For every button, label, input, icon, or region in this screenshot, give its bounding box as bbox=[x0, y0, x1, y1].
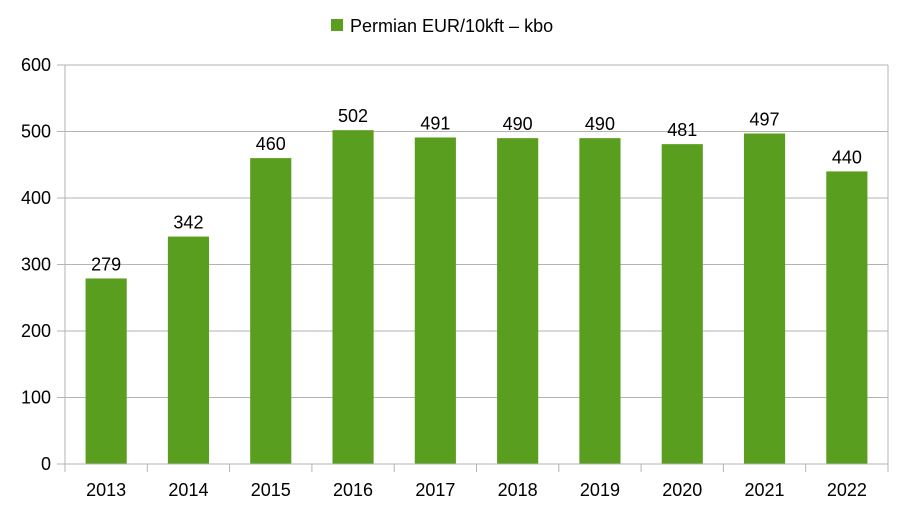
bar-2013 bbox=[85, 278, 127, 464]
bar-2022 bbox=[826, 171, 868, 464]
data-label-2015: 460 bbox=[256, 134, 286, 154]
x-axis-ticks: 2013 2014 2015 2016 2017 2018 2019 2020 2021 2022 bbox=[64, 464, 889, 500]
bar-2017 bbox=[414, 137, 456, 465]
x-tick-label-2015: 2015 bbox=[251, 480, 291, 500]
bars bbox=[85, 130, 868, 465]
x-tick-label-2017: 2017 bbox=[415, 480, 455, 500]
data-label-2022: 440 bbox=[832, 147, 862, 167]
y-tick-label-300: 300 bbox=[21, 255, 51, 275]
y-axis-ticks: 0 100 200 300 400 500 600 bbox=[21, 55, 65, 474]
data-label-2021: 497 bbox=[750, 109, 780, 129]
y-tick-label-500: 500 bbox=[21, 122, 51, 142]
y-tick-label-400: 400 bbox=[21, 188, 51, 208]
x-tick-label-2022: 2022 bbox=[827, 480, 867, 500]
data-label-2017: 491 bbox=[420, 113, 450, 133]
data-label-2013: 279 bbox=[91, 254, 121, 274]
legend-label: Permian EUR/10kft – kbo bbox=[350, 16, 553, 36]
x-tick-label-2021: 2021 bbox=[745, 480, 785, 500]
x-tick-label-2019: 2019 bbox=[580, 480, 620, 500]
bar-2016 bbox=[332, 130, 374, 465]
data-labels: 279 342 460 502 491 490 490 481 497 440 bbox=[91, 106, 862, 274]
bar-2021 bbox=[743, 133, 786, 464]
y-tick-label-200: 200 bbox=[21, 321, 51, 341]
y-tick-label-0: 0 bbox=[41, 454, 51, 474]
legend-swatch bbox=[331, 19, 343, 31]
x-tick-label-2013: 2013 bbox=[86, 480, 126, 500]
x-tick-label-2014: 2014 bbox=[168, 480, 208, 500]
x-tick-label-2020: 2020 bbox=[662, 480, 702, 500]
y-tick-label-600: 600 bbox=[21, 55, 51, 75]
legend: Permian EUR/10kft – kbo bbox=[331, 16, 553, 36]
y-tick-label-100: 100 bbox=[21, 388, 51, 408]
data-label-2020: 481 bbox=[667, 120, 697, 140]
data-label-2019: 490 bbox=[585, 114, 615, 134]
bar-2019 bbox=[579, 138, 621, 464]
bar-2014 bbox=[167, 236, 210, 464]
bar-2015 bbox=[250, 158, 292, 464]
bar-2018 bbox=[497, 138, 539, 464]
x-tick-label-2018: 2018 bbox=[498, 480, 538, 500]
bar-2020 bbox=[661, 144, 703, 464]
data-label-2016: 502 bbox=[338, 106, 368, 126]
data-label-2018: 490 bbox=[503, 114, 533, 134]
x-tick-label-2016: 2016 bbox=[333, 480, 373, 500]
data-label-2014: 342 bbox=[173, 213, 203, 233]
